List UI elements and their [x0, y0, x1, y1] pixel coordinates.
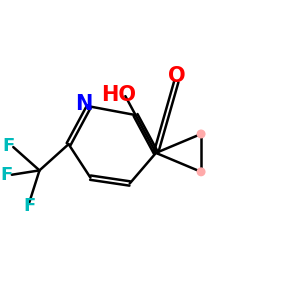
Text: N: N	[75, 94, 92, 114]
Circle shape	[197, 130, 205, 138]
Text: O: O	[167, 66, 185, 86]
Text: F: F	[1, 166, 13, 184]
Text: F: F	[2, 136, 14, 154]
Text: HO: HO	[101, 85, 136, 105]
Circle shape	[197, 168, 205, 176]
Text: F: F	[23, 197, 35, 215]
